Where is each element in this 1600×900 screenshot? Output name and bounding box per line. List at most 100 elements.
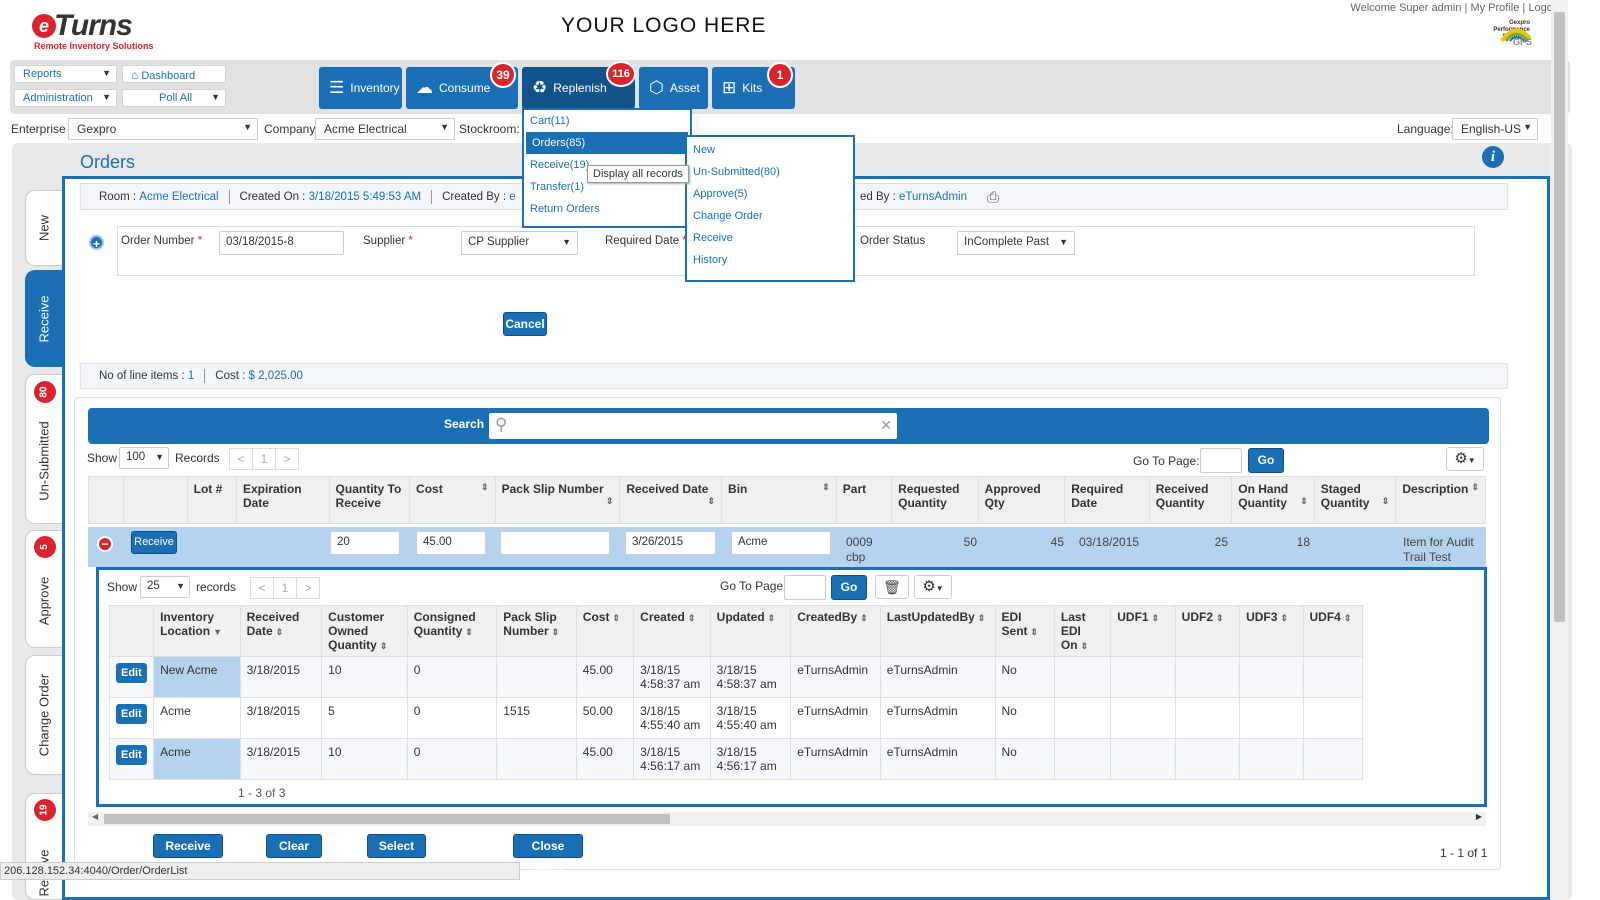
tab-receive-2[interactable]: 19Receive [25, 793, 62, 900]
select-all-button[interactable]: Select ALL [367, 834, 426, 875]
next-page-button[interactable]: > [275, 448, 299, 470]
clear-search-icon[interactable]: ✕ [880, 417, 892, 433]
scroll-left-icon[interactable]: ◀ [92, 812, 99, 821]
col-header-requested-qty[interactable]: Requested Quantity [891, 476, 979, 524]
poll-all-dropdown[interactable]: Poll All ▼ [122, 89, 226, 107]
print-icon[interactable]: ⎙ [987, 189, 1000, 206]
col-header-bin[interactable]: Bin ⇕ [721, 476, 837, 524]
col-header-consigned[interactable]: Consigned Quantity ⇕ [406, 605, 498, 657]
submenu-item-history[interactable]: History [693, 254, 728, 266]
col-header-last-edi-on[interactable]: Last EDI On ⇕ [1053, 605, 1112, 657]
col-header-customer-owned[interactable]: Customer Owned Quantity ⇕ [321, 605, 408, 657]
reports-dropdown[interactable]: Reports ▼ [14, 65, 117, 83]
scrollbar-thumb[interactable] [1554, 12, 1565, 622]
col-header-required-date[interactable]: Required Date [1064, 476, 1150, 524]
inner-next-page-button[interactable]: > [296, 577, 320, 599]
col-header-on-hand-qty[interactable]: On Hand Quantity ⇕ [1231, 476, 1315, 524]
bin-input[interactable]: Acme [731, 531, 831, 555]
cost-input[interactable]: 45.00 [416, 531, 486, 555]
tab-receive[interactable]: Receive [25, 270, 62, 367]
prev-page-button[interactable]: < [229, 448, 253, 470]
inner-goto-page-input[interactable] [784, 575, 826, 600]
close-order-button[interactable]: Close Order [513, 834, 583, 875]
col-header-pack-slip[interactable]: Pack Slip Number ⇕ [496, 605, 577, 657]
replenish-menu-button[interactable]: ♻ Replenish [522, 67, 635, 109]
inner-column-settings-gear-icon[interactable]: ⚙▼ [914, 575, 952, 599]
tab-approve[interactable]: 5 Approve [25, 530, 62, 648]
received-date-input[interactable]: 3/26/2015 [625, 531, 716, 555]
cancel-button[interactable]: Cancel [503, 312, 547, 336]
enterprise-select[interactable]: Gexpro ▼ [68, 118, 258, 140]
menu-item-receive[interactable]: Receive(19) [530, 159, 590, 171]
pack-slip-input[interactable] [500, 531, 610, 555]
col-header-edi-sent[interactable]: EDI Sent ⇕ [994, 605, 1055, 657]
edit-button[interactable]: Edit [116, 745, 147, 765]
col-header-udf2[interactable]: UDF2 ⇕ [1174, 605, 1241, 657]
receive-row-button[interactable]: Receive [131, 531, 177, 554]
menu-item-cart[interactable]: Cart(11) [530, 115, 570, 127]
col-header-updated[interactable]: Updated ⇕ [709, 605, 792, 657]
menu-item-transfer[interactable]: Transfer(1) [530, 181, 584, 193]
tab-new[interactable]: New [25, 190, 62, 266]
col-header-pack-slip[interactable]: Pack Slip Number ⇕ [494, 476, 621, 524]
clear-all-button[interactable]: Clear ALL [266, 834, 322, 875]
qty-to-receive-input[interactable]: 20 [330, 531, 400, 555]
submenu-item-un-submitted[interactable]: Un-Submitted(80) [693, 166, 780, 178]
order-number-input[interactable]: 03/18/2015-8 [219, 231, 344, 255]
col-header-expiration[interactable]: Expiration Date [235, 476, 330, 524]
table-row[interactable]: Edit Acme 3/18/2015 5 0 1515 50.00 3/18/… [108, 697, 1363, 739]
collapse-row-icon[interactable]: − [97, 536, 113, 552]
company-select[interactable]: Acme Electrical ▼ [315, 118, 455, 140]
edit-button[interactable]: Edit [116, 663, 147, 683]
col-header-created-by[interactable]: CreatedBy ⇕ [790, 605, 881, 657]
expand-icon[interactable]: + [89, 235, 104, 251]
scrollbar-thumb[interactable] [104, 814, 670, 824]
administration-dropdown[interactable]: Administration ▼ [14, 89, 117, 107]
menu-item-orders[interactable]: Orders(85) [526, 132, 688, 154]
col-header-part[interactable]: Part [835, 476, 893, 524]
inner-prev-page-button[interactable]: < [250, 577, 274, 599]
goto-page-input[interactable] [1200, 448, 1242, 473]
language-select[interactable]: English-US ▼ [1452, 118, 1538, 140]
table-row[interactable]: Edit New Acme 3/18/2015 10 0 45.00 3/18/… [108, 656, 1363, 698]
scroll-right-icon[interactable]: ▶ [1475, 812, 1482, 821]
order-status-select[interactable]: InComplete Past ▼ [957, 231, 1075, 255]
submenu-item-approve[interactable]: Approve(5) [693, 188, 748, 200]
col-header-inventory-location[interactable]: Inventory Location ▼ [153, 605, 241, 657]
info-icon[interactable]: i [1482, 146, 1504, 168]
page-size-select[interactable]: 100 ▼ [119, 447, 169, 469]
col-header-received-date[interactable]: Received Date ⇕ [619, 476, 723, 524]
supplier-select[interactable]: CP Supplier ▼ [461, 231, 578, 255]
tab-change-order[interactable]: Change Order [25, 655, 62, 775]
col-header-cost[interactable]: Cost ⇕ [409, 476, 496, 524]
search-input[interactable]: ⚲ ✕ [489, 413, 897, 439]
inner-go-button[interactable]: Go [831, 575, 867, 600]
col-header-qty-to-receive[interactable]: Quantity To Receive [328, 476, 411, 524]
receive-all-button[interactable]: Receive ALL [153, 834, 223, 875]
col-header-lot[interactable]: Lot # [186, 476, 237, 524]
horizontal-scrollbar[interactable]: ◀ ▶ [88, 812, 1486, 826]
column-settings-gear-icon[interactable]: ⚙▼ [1446, 447, 1484, 471]
col-header-approved-qty[interactable]: Approved Qty [977, 476, 1066, 524]
table-row[interactable]: Edit Acme 3/18/2015 10 0 45.00 3/18/15 4… [108, 738, 1363, 780]
col-header-last-updated-by[interactable]: LastUpdatedBy ⇕ [879, 605, 996, 657]
edit-button[interactable]: Edit [116, 704, 147, 724]
dashboard-link[interactable]: ⌂ Dashboard [122, 65, 226, 83]
col-header-received-date[interactable]: Received Date ⇕ [239, 605, 323, 657]
col-header-udf3[interactable]: UDF3 ⇕ [1239, 605, 1304, 657]
vertical-scrollbar[interactable] [1551, 0, 1568, 900]
col-header-received-qty[interactable]: Received Quantity [1148, 476, 1233, 524]
inventory-menu-button[interactable]: ☰ Inventory [319, 67, 402, 109]
col-header-udf4[interactable]: UDF4 ⇕ [1302, 605, 1363, 657]
col-header-description[interactable]: Description ⇕ [1395, 476, 1486, 524]
go-button[interactable]: Go [1248, 448, 1284, 473]
trash-icon[interactable]: 🗑 [875, 575, 909, 599]
col-header-udf1[interactable]: UDF1 ⇕ [1110, 605, 1176, 657]
submenu-item-change-order[interactable]: Change Order [693, 210, 763, 222]
asset-menu-button[interactable]: ⬡ Asset [639, 67, 708, 109]
submenu-item-new[interactable]: New [693, 144, 716, 156]
tab-un-submitted[interactable]: 80 Un-Submitted [25, 374, 62, 524]
submenu-item-receive[interactable]: Receive [693, 232, 733, 244]
my-profile-link[interactable]: My Profile [1470, 2, 1520, 14]
col-header-staged-qty[interactable]: Staged Quantity ⇕ [1313, 476, 1397, 524]
